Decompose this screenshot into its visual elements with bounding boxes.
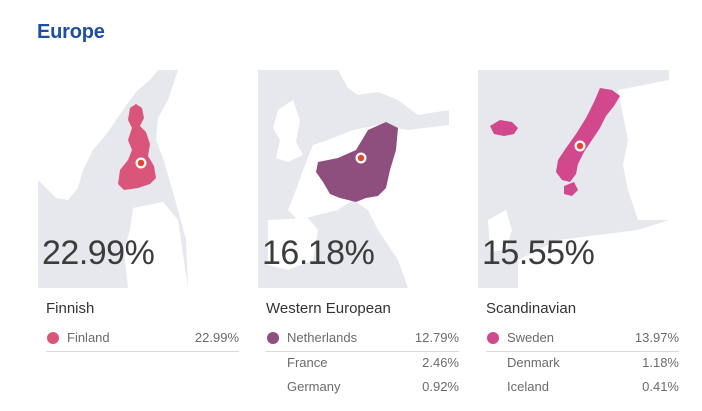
- color-dot: [267, 332, 279, 344]
- country-value: 2.46%: [422, 355, 459, 370]
- region-map: 15.55%: [478, 70, 669, 288]
- country-list: Finland 22.99%: [46, 327, 239, 352]
- country-row-iceland[interactable]: Iceland 0.41%: [486, 376, 679, 400]
- country-row-france[interactable]: France 2.46%: [266, 352, 459, 376]
- region-map: 22.99%: [38, 70, 229, 288]
- country-name: Sweden: [507, 330, 554, 345]
- ethnicity-card-scandinavian[interactable]: 15.55% Scandinavian Sweden 13.97% Denmar…: [478, 70, 679, 400]
- section-title: Europe: [37, 21, 105, 43]
- ethnicity-card-western-european[interactable]: 16.18% Western European Netherlands 12.7…: [258, 70, 459, 400]
- ethnicity-card-finnish[interactable]: 22.99% Finnish Finland 22.99%: [38, 70, 239, 352]
- country-row-germany[interactable]: Germany 0.92%: [266, 376, 459, 400]
- country-value: 1.18%: [642, 355, 679, 370]
- country-value: 0.92%: [422, 379, 459, 394]
- country-name: Iceland: [507, 379, 549, 394]
- card-title: Scandinavian: [486, 300, 577, 317]
- country-value: 13.97%: [634, 330, 679, 345]
- country-name: France: [287, 355, 328, 370]
- country-name: Netherlands: [287, 330, 358, 345]
- region-map: 16.18%: [258, 70, 449, 288]
- country-value: 22.99%: [194, 330, 239, 345]
- country-list: Sweden 13.97% Denmark 1.18% Iceland 0.41…: [486, 327, 679, 400]
- country-name: Germany: [287, 379, 341, 394]
- color-dot: [487, 332, 499, 344]
- card-title: Finnish: [46, 300, 95, 317]
- percentage-value: 22.99%: [42, 234, 155, 272]
- country-row-netherlands[interactable]: Netherlands 12.79%: [266, 327, 459, 352]
- color-dot: [47, 332, 59, 344]
- percentage-value: 16.18%: [262, 234, 375, 272]
- country-name: Finland: [67, 330, 110, 345]
- country-list: Netherlands 12.79% France 2.46% Germany …: [266, 327, 459, 400]
- country-value: 0.41%: [642, 379, 679, 394]
- percentage-value: 15.55%: [482, 234, 595, 272]
- country-row-sweden[interactable]: Sweden 13.97%: [486, 327, 679, 352]
- country-name: Denmark: [507, 355, 560, 370]
- country-row-denmark[interactable]: Denmark 1.18%: [486, 352, 679, 376]
- country-value: 12.79%: [414, 330, 459, 345]
- card-title: Western European: [266, 300, 391, 317]
- country-row-finland[interactable]: Finland 22.99%: [46, 327, 239, 352]
